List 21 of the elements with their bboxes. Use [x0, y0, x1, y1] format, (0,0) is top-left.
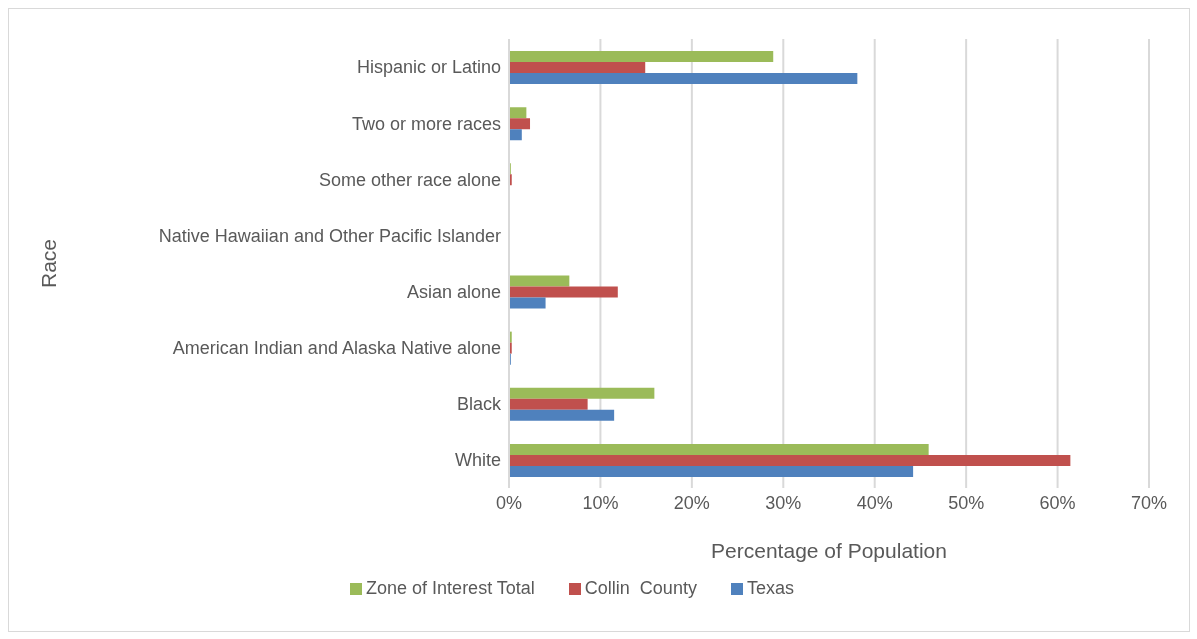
y-tick-label: Black — [456, 394, 502, 415]
x-tick-label: 60% — [1039, 492, 1076, 513]
y-tick-label: American Indian and Alaska Native alone — [172, 338, 501, 359]
x-tick-label: 10% — [582, 492, 619, 513]
x-tick-label: 50% — [948, 492, 985, 513]
y-tick-label: Some other race alone — [318, 169, 501, 190]
x-tick-label: 0% — [495, 492, 523, 513]
x-tick-label: 70% — [1130, 492, 1168, 513]
x-tick-label: 40% — [856, 492, 893, 513]
y-tick-label: Two or more races — [351, 113, 501, 134]
y-tick-label: Native Hawaiian and Other Pacific Islander — [158, 225, 501, 246]
x-tick-label: 30% — [765, 492, 802, 513]
y-tick-label: Asian alone — [406, 281, 501, 302]
x-tick-label: 20% — [673, 492, 710, 513]
y-axis-title: Race — [37, 238, 61, 289]
y-tick-label: Hispanic or Latino — [356, 57, 501, 78]
legend-label: Texas — [746, 578, 794, 598]
legend-label: Collin County — [584, 578, 697, 598]
x-axis-title: Percentage of Population — [711, 539, 947, 562]
legend-label: Zone of Interest Total — [366, 578, 535, 598]
y-tick-label: White — [454, 450, 501, 471]
